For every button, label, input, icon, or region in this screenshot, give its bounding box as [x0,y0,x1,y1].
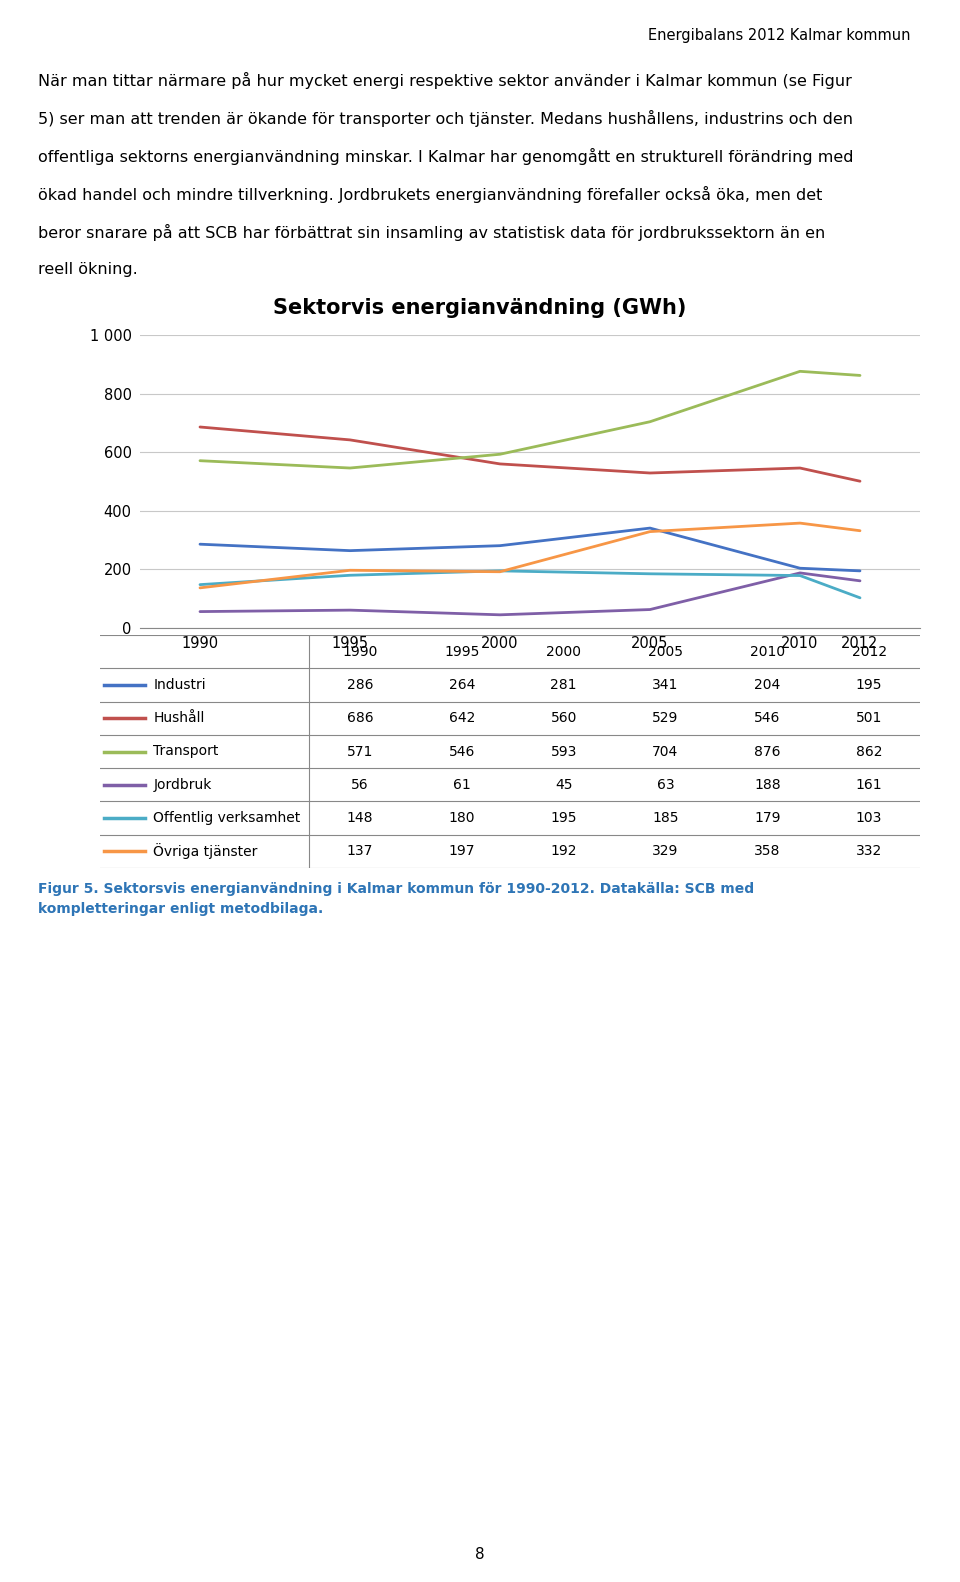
Text: Sektorvis energianvändning (GWh): Sektorvis energianvändning (GWh) [274,297,686,318]
Text: 195: 195 [550,812,577,826]
Text: 1995: 1995 [444,644,479,658]
Text: offentliga sektorns energianvändning minskar. I Kalmar har genomgått en struktur: offentliga sektorns energianvändning min… [38,149,853,165]
Text: 2010: 2010 [750,644,785,658]
Text: 341: 341 [652,679,679,691]
Text: 8: 8 [475,1547,485,1561]
Text: 329: 329 [652,845,679,859]
Text: Offentlig verksamhet: Offentlig verksamhet [154,812,300,826]
Text: Transport: Transport [154,745,219,758]
Text: 2012: 2012 [852,644,887,658]
Text: 192: 192 [550,845,577,859]
Text: 179: 179 [754,812,780,826]
Text: 281: 281 [550,679,577,691]
Text: 148: 148 [347,812,373,826]
Text: 642: 642 [448,712,475,725]
Text: 286: 286 [347,679,373,691]
Text: reell ökning.: reell ökning. [38,263,137,277]
Text: 560: 560 [550,712,577,725]
Text: ökad handel och mindre tillverkning. Jordbrukets energianvändning förefaller ock: ökad handel och mindre tillverkning. Jor… [38,187,823,202]
Text: 103: 103 [856,812,882,826]
Text: 546: 546 [755,712,780,725]
Text: Jordbruk: Jordbruk [154,778,211,791]
Text: 529: 529 [652,712,679,725]
Text: 1990: 1990 [343,644,377,658]
Text: 45: 45 [555,778,572,791]
Text: 546: 546 [448,745,475,758]
Text: 862: 862 [856,745,882,758]
Text: 2005: 2005 [648,644,683,658]
Text: Industri: Industri [154,679,206,691]
Text: 188: 188 [754,778,780,791]
Text: 332: 332 [856,845,882,859]
Text: 61: 61 [453,778,470,791]
Text: 358: 358 [755,845,780,859]
Text: 501: 501 [856,712,882,725]
Text: Övriga tjänster: Övriga tjänster [154,843,257,859]
Text: 185: 185 [652,812,679,826]
Text: 264: 264 [448,679,475,691]
Text: 137: 137 [347,845,373,859]
Text: 197: 197 [448,845,475,859]
Text: 180: 180 [448,812,475,826]
Text: Figur 5. Sektorsvis energianvändning i Kalmar kommun för 1990-2012. Datakälla: S: Figur 5. Sektorsvis energianvändning i K… [38,883,755,916]
Text: 195: 195 [856,679,882,691]
Text: När man tittar närmare på hur mycket energi respektive sektor använder i Kalmar : När man tittar närmare på hur mycket ene… [38,73,852,89]
Text: 5) ser man att trenden är ökande för transporter och tjänster. Medans hushållens: 5) ser man att trenden är ökande för tra… [38,111,853,127]
Text: 2000: 2000 [546,644,581,658]
Text: 56: 56 [351,778,369,791]
Text: 204: 204 [755,679,780,691]
Text: 593: 593 [550,745,577,758]
Text: 571: 571 [347,745,373,758]
Text: 686: 686 [347,712,373,725]
Text: Energibalans 2012 Kalmar kommun: Energibalans 2012 Kalmar kommun [647,28,910,43]
Text: 161: 161 [855,778,882,791]
Text: 876: 876 [754,745,780,758]
Text: beror snarare på att SCB har förbättrat sin insamling av statistisk data för jor: beror snarare på att SCB har förbättrat … [38,225,826,240]
Text: 63: 63 [657,778,674,791]
Text: 704: 704 [653,745,679,758]
Text: Hushåll: Hushåll [154,712,204,725]
